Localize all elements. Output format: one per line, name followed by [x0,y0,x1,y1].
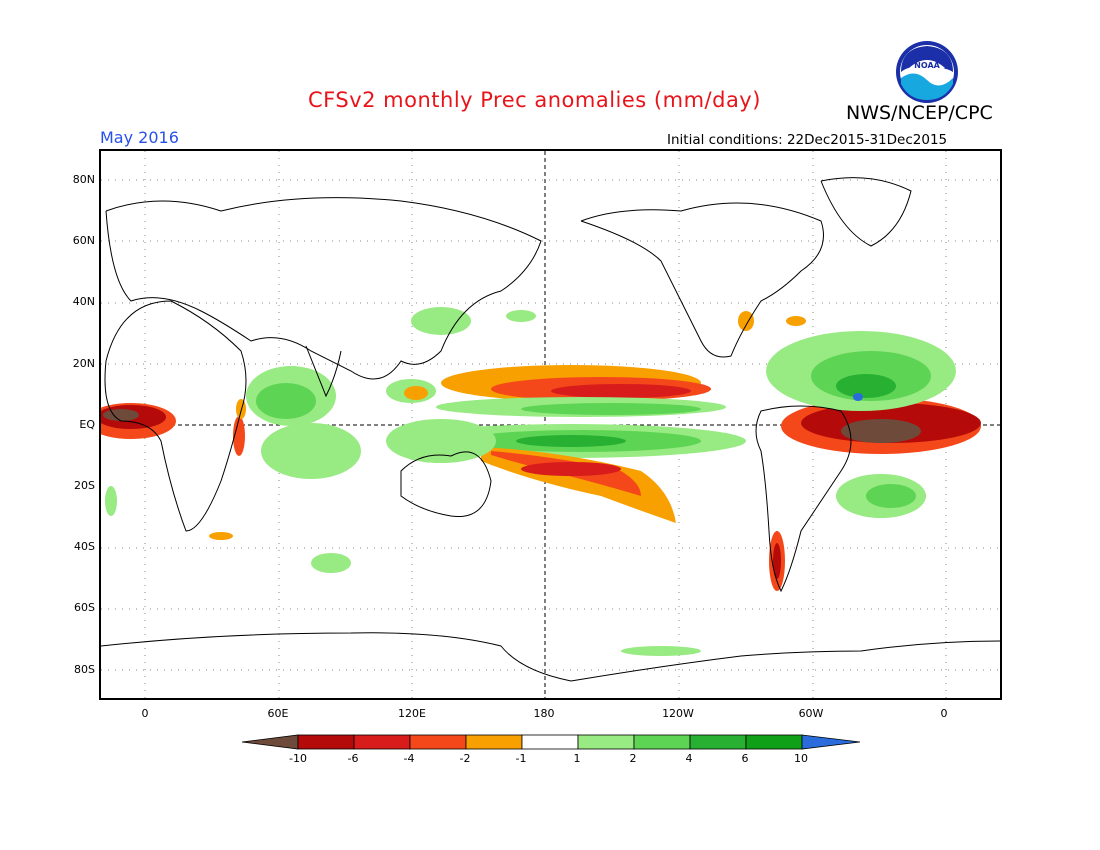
legend-label-4: 4 [685,752,693,765]
chart-title: CFSv2 monthly Prec anomalies (mm/day) [308,88,761,112]
legend-swatch-7 [633,734,691,750]
valid-month: May 2016 [100,128,179,147]
lat-label-80n: 80N [72,173,95,186]
noaa-logo: NOAA [896,41,958,103]
legend-label--4: -4 [403,752,415,765]
legend-label-1: 1 [573,752,581,765]
legend-swatch-8 [689,734,747,750]
map-svg [101,151,1000,698]
map-panel [99,149,1002,700]
legend-swatch-6 [577,734,635,750]
color-legend [241,734,860,750]
lon-label-120w: 120W [662,707,694,720]
lat-label-20n: 20N [72,357,95,370]
legend-swatch-3 [409,734,467,750]
lon-label-120e: 120E [398,707,426,720]
legend-swatch-0 [241,734,299,750]
legend-label-10: 10 [794,752,808,765]
lon-label-0-east: 0 [940,707,948,720]
lat-label-60n: 60N [72,234,95,247]
lat-label-80s: 80S [74,663,95,676]
initial-conditions: Initial conditions: 22Dec2015-31Dec2015 [667,132,948,148]
legend-label--2: -2 [459,752,471,765]
legend-label--1: -1 [515,752,527,765]
lat-label-20s: 20S [74,479,95,492]
legend-swatch-2 [353,734,411,750]
logo-text: NOAA [914,61,940,70]
lon-label-0: 0 [141,707,149,720]
legend-label--10: -10 [289,752,307,765]
anomaly-field [101,307,981,656]
lat-label-60s: 60S [74,601,95,614]
lon-label-60w: 60W [798,707,824,720]
legend-swatch-4 [465,734,523,750]
legend-swatch-1 [297,734,355,750]
lon-label-180: 180 [533,707,555,720]
legend-label-2: 2 [629,752,637,765]
legend-swatch-9 [745,734,803,750]
lat-label-40s: 40S [74,540,95,553]
legend-swatch-5 [521,734,579,750]
legend-label-6: 6 [741,752,749,765]
coastlines [101,177,1000,682]
legend-label--6: -6 [347,752,359,765]
lat-label-40n: 40N [72,295,95,308]
lon-label-60e: 60E [267,707,289,720]
agency-label: NWS/NCEP/CPC [846,102,993,124]
lat-label-eq: EQ [79,418,95,431]
legend-swatch-10 [801,734,860,750]
